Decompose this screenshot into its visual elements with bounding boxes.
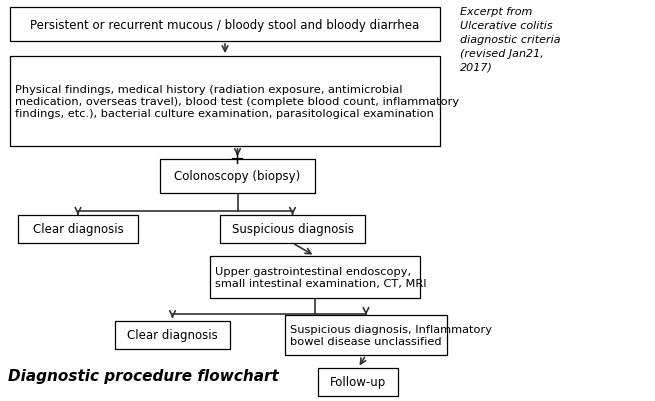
FancyBboxPatch shape (210, 256, 420, 298)
FancyBboxPatch shape (285, 315, 447, 355)
FancyBboxPatch shape (115, 321, 230, 349)
Text: Clear diagnosis: Clear diagnosis (127, 329, 218, 342)
Text: +: + (229, 150, 244, 168)
Text: Clear diagnosis: Clear diagnosis (33, 223, 123, 236)
FancyBboxPatch shape (18, 215, 138, 243)
FancyBboxPatch shape (10, 57, 440, 147)
Text: Diagnostic procedure flowchart: Diagnostic procedure flowchart (8, 368, 279, 383)
FancyBboxPatch shape (10, 8, 440, 42)
FancyBboxPatch shape (160, 160, 315, 194)
FancyBboxPatch shape (220, 215, 365, 243)
Text: Upper gastrointestinal endoscopy,
small intestinal examination, CT, MRI: Upper gastrointestinal endoscopy, small … (215, 266, 426, 288)
Text: Colonoscopy (biopsy): Colonoscopy (biopsy) (174, 170, 301, 183)
Text: Excerpt from
Ulcerative colitis
diagnostic criteria
(revised Jan21,
2017): Excerpt from Ulcerative colitis diagnost… (460, 7, 561, 73)
Text: Persistent or recurrent mucous / bloody stool and bloody diarrhea: Persistent or recurrent mucous / bloody … (30, 18, 420, 31)
Text: Follow-up: Follow-up (330, 376, 386, 389)
Text: Suspicious diagnosis, Inflammatory
bowel disease unclassified: Suspicious diagnosis, Inflammatory bowel… (290, 324, 492, 346)
FancyBboxPatch shape (318, 368, 398, 396)
Text: Suspicious diagnosis: Suspicious diagnosis (231, 223, 354, 236)
Text: Physical findings, medical history (radiation exposure, antimicrobial
medication: Physical findings, medical history (radi… (15, 84, 459, 119)
